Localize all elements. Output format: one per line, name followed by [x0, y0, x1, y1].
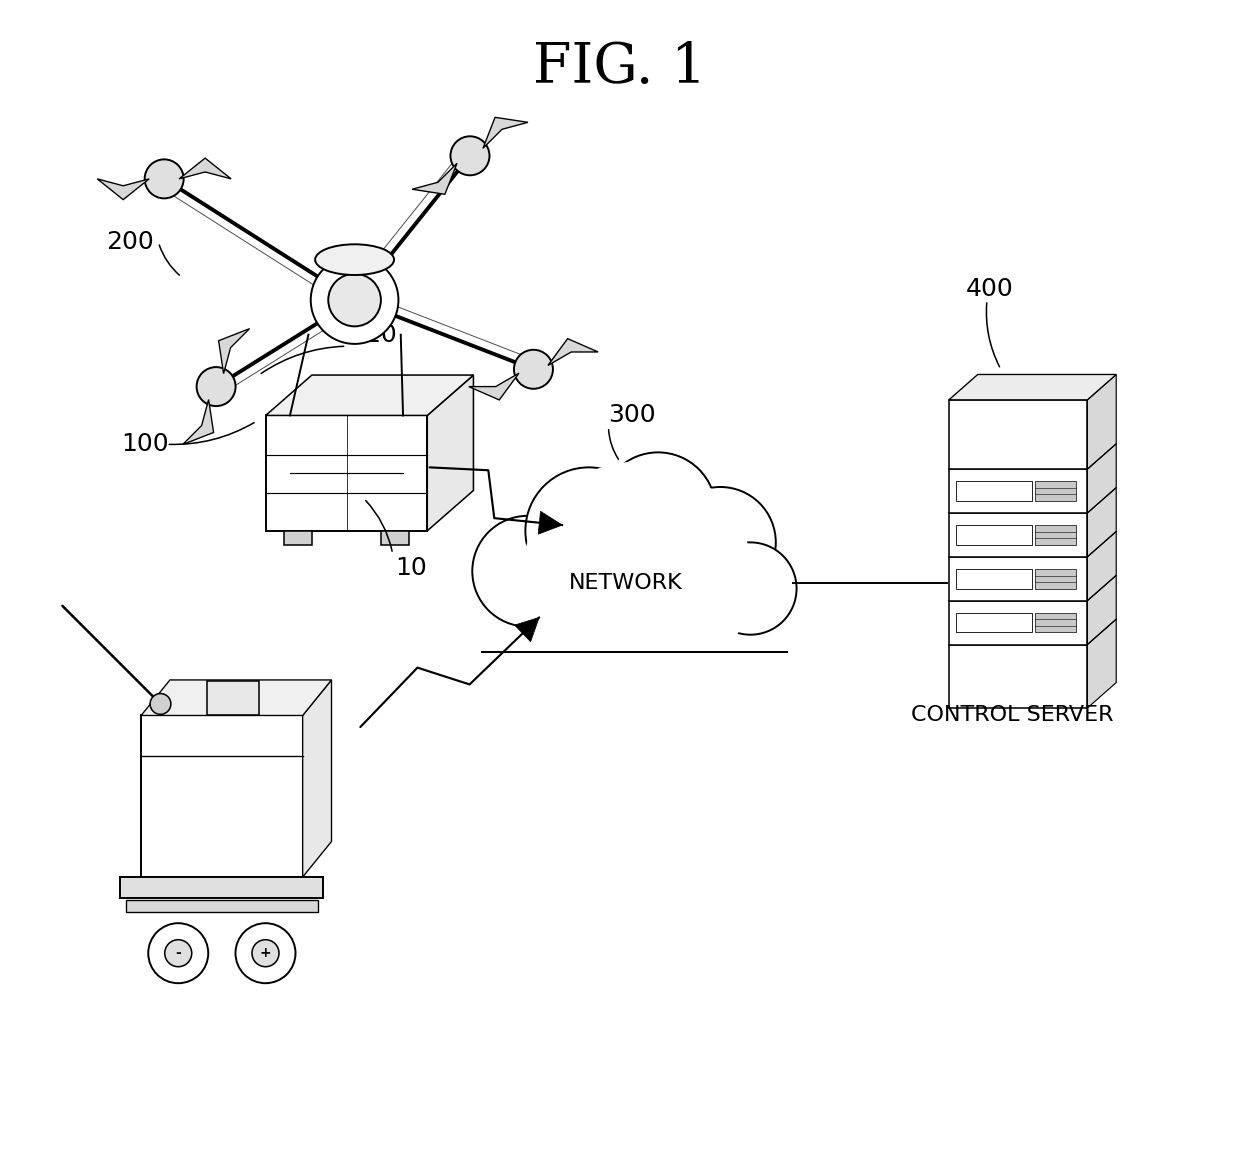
Polygon shape [141, 680, 331, 715]
Text: +: + [259, 946, 272, 960]
Text: 210: 210 [348, 323, 397, 346]
Text: 400: 400 [966, 277, 1014, 300]
Bar [207, 681, 259, 715]
Circle shape [472, 516, 583, 627]
Polygon shape [97, 179, 149, 200]
Bar [120, 877, 324, 898]
Circle shape [197, 367, 236, 406]
Bar [956, 613, 1032, 632]
Polygon shape [482, 118, 528, 149]
Circle shape [539, 514, 712, 687]
Circle shape [252, 939, 279, 967]
Bar [1034, 525, 1076, 545]
Bar [284, 531, 312, 545]
Bar [949, 400, 1087, 470]
Circle shape [600, 452, 715, 568]
Bar [265, 415, 428, 531]
Circle shape [165, 939, 192, 967]
Text: 300: 300 [609, 404, 656, 427]
Circle shape [526, 467, 652, 594]
Polygon shape [412, 163, 458, 194]
Bar [1034, 481, 1076, 501]
Polygon shape [1087, 531, 1116, 601]
Polygon shape [548, 338, 598, 366]
Bar [949, 512, 1087, 557]
Polygon shape [1087, 619, 1116, 707]
Circle shape [704, 542, 796, 635]
Bar [381, 531, 409, 545]
Circle shape [311, 256, 398, 344]
Bar [956, 525, 1032, 545]
Circle shape [329, 273, 381, 327]
Polygon shape [1087, 374, 1116, 470]
Bar [949, 644, 1087, 707]
Circle shape [665, 487, 776, 598]
Circle shape [526, 467, 652, 594]
Polygon shape [1087, 443, 1116, 512]
Circle shape [450, 136, 490, 175]
Text: -: - [175, 946, 181, 960]
Polygon shape [179, 158, 231, 179]
Circle shape [539, 514, 712, 687]
Bar [1034, 569, 1076, 589]
Text: 10: 10 [396, 556, 427, 579]
Bar [949, 601, 1087, 644]
Polygon shape [1087, 487, 1116, 557]
Text: NETWORK: NETWORK [569, 572, 683, 593]
Polygon shape [1087, 576, 1116, 644]
Polygon shape [949, 374, 1116, 400]
Bar [141, 715, 303, 877]
Ellipse shape [315, 245, 394, 275]
Circle shape [600, 452, 715, 568]
Bar [949, 557, 1087, 601]
Polygon shape [218, 329, 249, 374]
Bar [949, 469, 1087, 512]
Circle shape [522, 462, 753, 692]
Bar [453, 646, 857, 762]
Bar [476, 583, 799, 664]
Circle shape [704, 542, 796, 635]
Polygon shape [538, 511, 562, 534]
Text: 200: 200 [107, 231, 154, 254]
Polygon shape [182, 399, 213, 444]
Circle shape [513, 350, 553, 389]
Bar [1034, 613, 1076, 632]
Polygon shape [428, 375, 474, 531]
Bar [956, 569, 1032, 589]
Circle shape [145, 159, 184, 198]
Text: 100: 100 [122, 433, 169, 456]
Text: FIG. 1: FIG. 1 [533, 40, 707, 95]
Bar [126, 900, 317, 912]
Circle shape [665, 487, 776, 598]
Polygon shape [515, 617, 539, 642]
Polygon shape [303, 680, 331, 877]
Circle shape [149, 923, 208, 983]
Polygon shape [469, 373, 520, 400]
Circle shape [472, 516, 583, 627]
Text: CONTROL SERVER: CONTROL SERVER [911, 705, 1114, 726]
Circle shape [150, 694, 171, 714]
Polygon shape [265, 375, 474, 415]
Bar [956, 481, 1032, 501]
Circle shape [236, 923, 295, 983]
